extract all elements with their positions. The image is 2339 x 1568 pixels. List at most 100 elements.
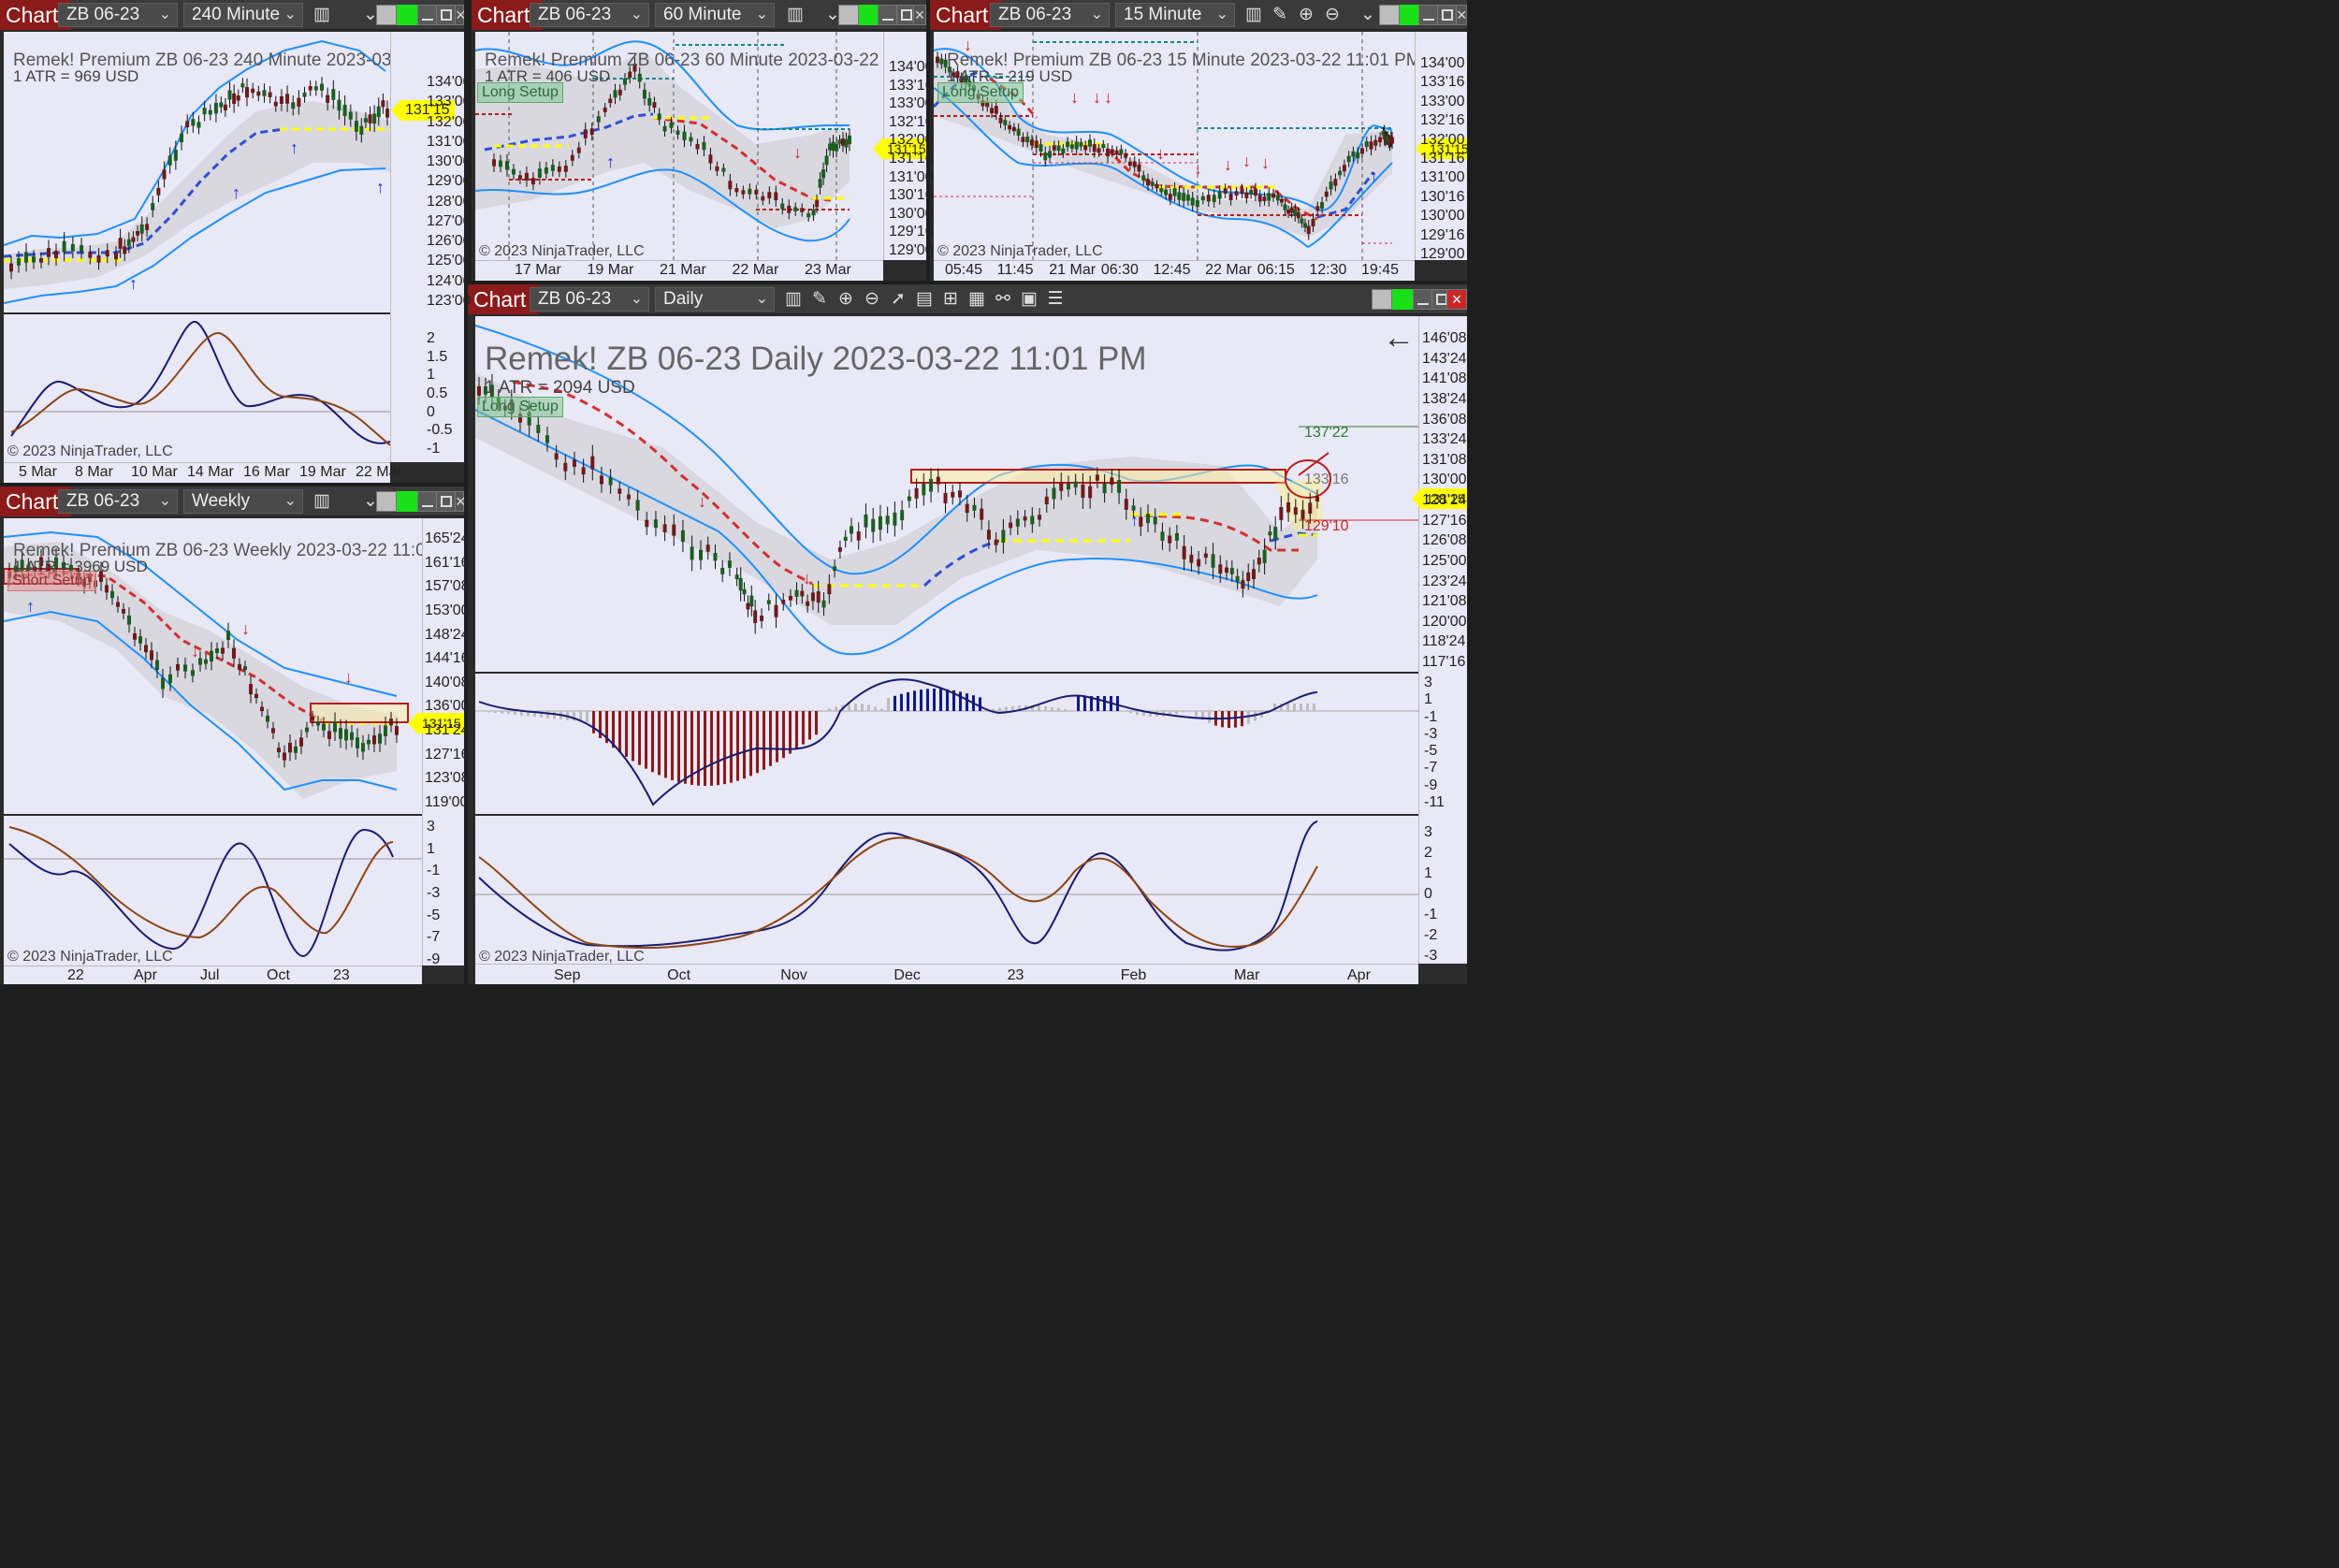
- window-link-button[interactable]: [1379, 5, 1400, 25]
- instrument-selector[interactable]: ZB 06-23 ⌄: [58, 3, 178, 27]
- minimize-button[interactable]: [1413, 289, 1433, 310]
- price-panel[interactable]: ↑ ↓ Long Setup Remek! Premium ZB 06-23 6…: [475, 32, 926, 260]
- window-link-color-button[interactable]: [1392, 289, 1413, 310]
- chevron-down-icon[interactable]: ⌄: [363, 491, 378, 511]
- window-link-button[interactable]: [376, 5, 397, 25]
- axis-tick-label: 133'24: [1422, 431, 1467, 448]
- properties-icon[interactable]: ⊞: [943, 289, 958, 309]
- zoom-out-icon[interactable]: ⊖: [864, 289, 879, 309]
- axis-tick-label: 23: [1007, 967, 1024, 983]
- price-axis[interactable]: 131'15: [390, 32, 464, 462]
- data-box-icon[interactable]: ▤: [916, 289, 933, 309]
- minimize-button[interactable]: [1418, 5, 1439, 25]
- zoom-in-icon[interactable]: ⊕: [838, 289, 853, 309]
- interval-selector[interactable]: Daily ⌄: [655, 287, 775, 312]
- list-icon[interactable]: ☰: [1047, 289, 1064, 309]
- close-button[interactable]: ×: [913, 5, 926, 25]
- chevron-down-icon[interactable]: ⌄: [825, 5, 840, 24]
- bar-type-icon[interactable]: ▥: [313, 491, 330, 511]
- oscillator-panel[interactable]: © 2023 NinjaTrader, LLC: [4, 314, 390, 462]
- price-panel[interactable]: ↑ ↑ ↑ ↑ Remek! Premium ZB 06-23 240 Minu…: [4, 32, 464, 312]
- maximize-button[interactable]: [436, 491, 457, 512]
- bar-type-icon[interactable]: ▥: [313, 5, 330, 24]
- price-panel[interactable]: ↑ ↓ ↓ ↓ Short Setup Remek! Premium ZB 06…: [4, 518, 464, 814]
- instrument-selector[interactable]: ZB 06-23 ⌄: [58, 489, 178, 514]
- close-button[interactable]: ×: [455, 491, 464, 512]
- chart-window-weekly: Chart ZB 06-23 ⌄ Weekly ⌄ ▥ ⌄ × ↑ ↓ ↓ ↓ Sh…: [0, 486, 464, 984]
- chart-menu-button[interactable]: Chart: [930, 0, 1001, 30]
- window-link-button[interactable]: [376, 491, 397, 512]
- instrument-selector[interactable]: ZB 06-23 ⌄: [990, 3, 1110, 27]
- time-axis[interactable]: [4, 462, 390, 483]
- window-link-color-button[interactable]: [397, 5, 417, 25]
- maximize-button[interactable]: [1437, 5, 1458, 25]
- drawing-tool-icon[interactable]: ✎: [812, 289, 827, 309]
- candle-body: [1225, 567, 1229, 573]
- zoom-out-icon[interactable]: ⊖: [1325, 5, 1340, 24]
- candle-body: [1333, 179, 1338, 186]
- price-panel[interactable]: ↓ ↓ ↑ Long Setup Remek! ZB 06-23 Daily 2…: [475, 316, 1418, 672]
- histogram-bar: [1306, 704, 1309, 711]
- window-link-color-button[interactable]: [859, 5, 879, 25]
- window-link-button[interactable]: [1372, 289, 1392, 310]
- window-link-color-button[interactable]: [397, 491, 417, 512]
- time-axis[interactable]: [475, 260, 883, 281]
- histogram-bar: [1300, 704, 1302, 711]
- price-axis[interactable]: 131'15: [1412, 316, 1467, 964]
- indicators-icon[interactable]: ▦: [968, 289, 985, 309]
- candle-body: [828, 143, 833, 151]
- minimize-button[interactable]: [417, 5, 438, 25]
- candle-body: [1369, 141, 1373, 150]
- instrument-selector[interactable]: ZB 06-23 ⌄: [530, 3, 649, 27]
- window-link-color-button[interactable]: [1400, 5, 1420, 25]
- candle-body: [517, 414, 522, 423]
- candle-body: [219, 102, 224, 108]
- minimize-button[interactable]: [417, 491, 438, 512]
- interval-selector[interactable]: Weekly ⌄: [183, 489, 303, 514]
- pointer-icon[interactable]: ➚: [891, 289, 906, 309]
- price-axis[interactable]: 131'15: [1415, 32, 1467, 260]
- candle-body: [204, 659, 208, 664]
- bar-type-icon[interactable]: ▥: [1245, 5, 1262, 24]
- chevron-down-icon[interactable]: ⌄: [1360, 5, 1375, 24]
- candle-body: [1234, 191, 1239, 196]
- chevron-down-icon[interactable]: ⌄: [363, 5, 378, 24]
- interval-selector[interactable]: 60 Minute ⌄: [655, 3, 775, 27]
- templates-icon[interactable]: ▣: [1021, 289, 1038, 309]
- price-panel[interactable]: ↓ ↓ ↓ ↓ ↓ ↓ ↓ ↓ ↓ ↑ Long Setup Remek! Pr…: [934, 32, 1421, 260]
- histogram-bar: [939, 689, 942, 711]
- close-button[interactable]: ×: [455, 5, 464, 25]
- bar-type-icon[interactable]: ▥: [785, 289, 802, 309]
- time-axis[interactable]: [4, 965, 422, 984]
- svg-text:↓: ↓: [1261, 153, 1270, 172]
- interval-selector[interactable]: 15 Minute ⌄: [1115, 3, 1235, 27]
- close-button[interactable]: ×: [1446, 289, 1467, 310]
- price-axis[interactable]: 131'15: [873, 32, 926, 260]
- price-axis[interactable]: 131'15: [408, 518, 464, 965]
- candle-body: [20, 559, 24, 571]
- axis-tick-label: 06:30: [1100, 262, 1139, 278]
- maximize-button[interactable]: [436, 5, 457, 25]
- bar-type-icon[interactable]: ▥: [787, 5, 804, 24]
- drawing-tool-icon[interactable]: ✎: [1272, 5, 1287, 24]
- instrument-value: ZB 06-23: [538, 5, 612, 24]
- window-link-button[interactable]: [838, 5, 859, 25]
- candle-body: [1052, 145, 1056, 151]
- zoom-in-icon[interactable]: ⊕: [1299, 5, 1314, 24]
- time-axis[interactable]: [934, 260, 1415, 281]
- back-arrow-icon[interactable]: ←: [1383, 320, 1415, 356]
- time-axis[interactable]: [475, 964, 1418, 984]
- chart-menu-button[interactable]: Chart: [468, 284, 539, 314]
- close-button[interactable]: ×: [1456, 5, 1467, 25]
- candle-body: [291, 102, 296, 109]
- oscillator-panel[interactable]: © 2023 NinjaTrader, LLC: [475, 816, 1418, 965]
- minimize-button[interactable]: [878, 5, 898, 25]
- candle-body: [1296, 211, 1300, 219]
- histogram-panel[interactable]: [475, 674, 1418, 814]
- instrument-selector[interactable]: ZB 06-23 ⌄: [530, 287, 649, 312]
- strategies-icon[interactable]: ⚯: [995, 289, 1010, 309]
- candle-body: [344, 729, 348, 741]
- interval-selector[interactable]: 240 Minute ⌄: [183, 3, 303, 27]
- maximize-button[interactable]: [896, 5, 917, 25]
- oscillator-panel[interactable]: © 2023 NinjaTrader, LLC: [4, 816, 422, 965]
